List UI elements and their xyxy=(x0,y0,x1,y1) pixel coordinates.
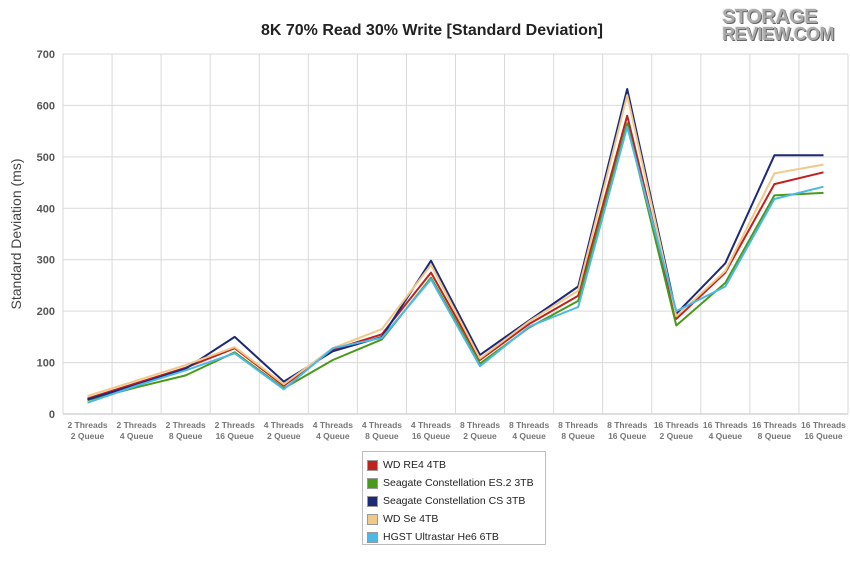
x-tick-label: 4 Threads xyxy=(362,420,402,430)
x-tick-label: 2 Threads xyxy=(166,420,206,430)
x-tick-label: 4 Threads xyxy=(411,420,451,430)
logo-line-1: STORAGE xyxy=(722,6,818,28)
grid xyxy=(62,53,849,415)
y-tick-label: 500 xyxy=(37,152,55,164)
y-tick-label: 200 xyxy=(37,306,55,318)
x-tick-label: 8 Threads xyxy=(509,420,549,430)
series-line xyxy=(87,114,824,400)
chart-title: 8K 70% Read 30% Write [Standard Deviatio… xyxy=(261,22,603,39)
legend-label: HGST Ultrastar He6 6TB xyxy=(383,531,499,543)
legend-item: WD Se 4TB xyxy=(367,510,545,528)
y-tick-label: 600 xyxy=(37,100,55,112)
series-lines xyxy=(87,88,824,404)
storagereview-logo: STORAGE REVIEW.COM xyxy=(722,6,842,46)
x-tick-label: 16 Threads xyxy=(703,420,748,430)
x-tick-label: 8 Queue xyxy=(365,431,399,441)
x-tick-label: 16 Queue xyxy=(412,431,451,441)
y-tick-label: 400 xyxy=(37,203,55,215)
x-tick-label: 8 Queue xyxy=(561,431,595,441)
legend-label: WD RE4 4TB xyxy=(383,459,447,471)
x-tick-label: 4 Threads xyxy=(264,420,304,430)
x-tick-label: 2 Queue xyxy=(267,431,301,441)
x-tick-label: 16 Threads xyxy=(654,420,699,430)
x-tick-label: 4 Queue xyxy=(709,431,743,441)
x-tick-label: 16 Threads xyxy=(801,420,846,430)
y-tick-label: 700 xyxy=(37,49,55,61)
x-tick-label: 8 Queue xyxy=(169,431,203,441)
x-tick-label: 2 Threads xyxy=(67,420,107,430)
series-line xyxy=(87,88,824,401)
legend-item: Seagate Constellation CS 3TB xyxy=(367,492,545,510)
series-line xyxy=(87,122,824,402)
x-tick-label: 16 Queue xyxy=(608,431,647,441)
legend-swatch xyxy=(367,459,378,471)
series-line xyxy=(87,94,824,397)
legend-item: WD RE4 4TB xyxy=(367,456,545,474)
y-tick-label: 100 xyxy=(37,358,55,370)
legend-swatch xyxy=(367,531,378,543)
logo-line-2: REVIEW.COM xyxy=(722,24,835,44)
x-tick-label: 2 Queue xyxy=(71,431,105,441)
y-axis-label: Standard Deviation (ms) xyxy=(8,159,24,310)
chart-legend: WD RE4 4TB Seagate Constellation ES.2 3TB… xyxy=(362,451,546,545)
x-tick-label: 2 Threads xyxy=(215,420,255,430)
x-tick-label: 16 Queue xyxy=(216,431,255,441)
x-tick-label: 8 Threads xyxy=(460,420,500,430)
legend-label: Seagate Constellation CS 3TB xyxy=(383,495,526,507)
legend-item: Seagate Constellation ES.2 3TB xyxy=(367,474,545,492)
x-tick-label: 8 Threads xyxy=(558,420,598,430)
legend-swatch xyxy=(367,477,378,489)
x-tick-label: 8 Queue xyxy=(758,431,792,441)
legend-label: WD Se 4TB xyxy=(383,513,439,525)
legend-label: Seagate Constellation ES.2 3TB xyxy=(383,477,534,489)
x-tick-label: 16 Queue xyxy=(804,431,843,441)
y-tick-label: 0 xyxy=(49,409,55,421)
x-tick-label: 4 Queue xyxy=(316,431,350,441)
x-tick-label: 4 Queue xyxy=(120,431,154,441)
legend-item: HGST Ultrastar He6 6TB xyxy=(367,528,545,546)
x-tick-label: 4 Queue xyxy=(512,431,546,441)
x-tick-label: 2 Queue xyxy=(660,431,694,441)
x-tick-label: 2 Threads xyxy=(117,420,157,430)
x-tick-label: 2 Queue xyxy=(463,431,497,441)
y-tick-label: 300 xyxy=(37,255,55,267)
series-line xyxy=(87,126,824,404)
legend-swatch xyxy=(367,495,378,507)
x-tick-label: 8 Threads xyxy=(607,420,647,430)
legend-swatch xyxy=(367,513,378,525)
x-tick-label: 4 Threads xyxy=(313,420,353,430)
x-tick-label: 16 Threads xyxy=(752,420,797,430)
